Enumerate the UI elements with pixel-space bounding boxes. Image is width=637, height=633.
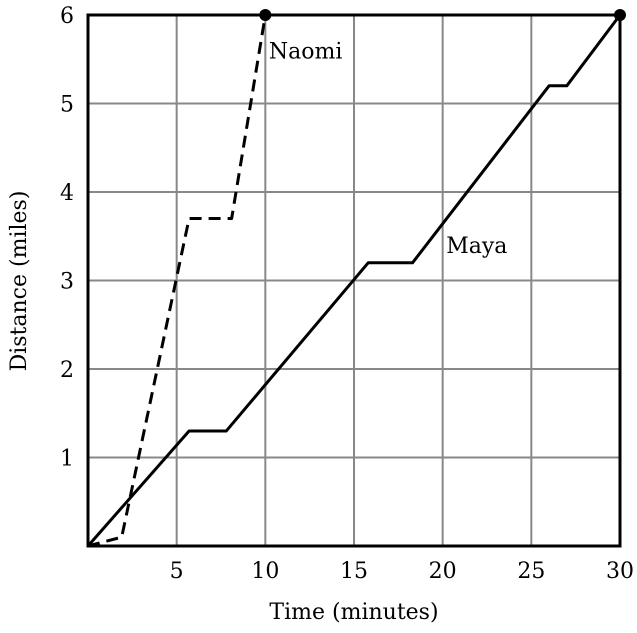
y-tick-label: 2 (60, 358, 74, 383)
x-tick-label: 15 (340, 559, 368, 584)
series-line-maya (86, 14, 622, 547)
y-tick-label: 4 (60, 181, 74, 206)
y-tick-label: 3 (60, 270, 74, 295)
x-tick-label: 30 (606, 559, 634, 584)
y-tick-label: 5 (60, 93, 74, 118)
series-line-naomi (87, 14, 267, 548)
plot-frame (86, 13, 622, 548)
x-axis-label: Time (minutes) (269, 600, 438, 625)
y-tick-label: 6 (60, 4, 74, 29)
tick-labels: 5 10 15 20 25 30 1 2 3 4 5 6 (60, 4, 634, 584)
y-axis-label: Distance (miles) (7, 191, 32, 372)
x-tick-label: 10 (251, 559, 279, 584)
y-tick-label: 1 (60, 447, 74, 472)
annotation-label: Maya (446, 234, 507, 259)
x-tick-label: 5 (170, 559, 184, 584)
x-tick-label: 25 (517, 559, 545, 584)
annotations: Naomi Maya (269, 39, 508, 259)
x-tick-label: 20 (429, 559, 457, 584)
series-lines (86, 9, 626, 548)
annotation-label: Naomi (269, 39, 343, 64)
